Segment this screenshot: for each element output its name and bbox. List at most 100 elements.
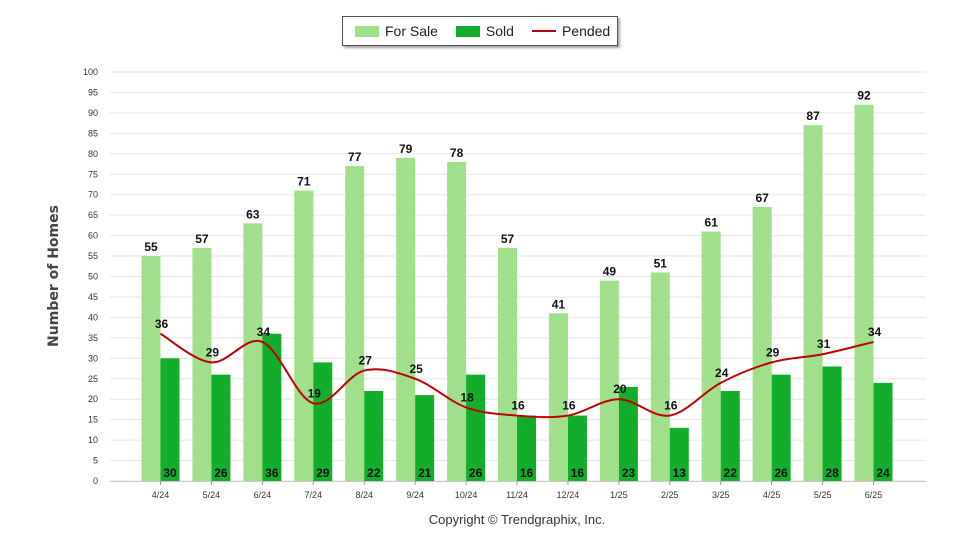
- bar-sold: [211, 374, 231, 481]
- bar-for-sale: [192, 247, 212, 481]
- label-pended: 36: [155, 317, 169, 331]
- legend-pended-label: Pended: [561, 23, 611, 39]
- y-tick-label: 85: [88, 128, 98, 138]
- label-pended: 16: [562, 399, 576, 413]
- label-for-sale: 77: [348, 150, 362, 164]
- label-for-sale: 79: [399, 142, 413, 156]
- bar-sold: [618, 386, 638, 481]
- y-tick-label: 45: [88, 292, 98, 302]
- label-for-sale: 63: [246, 207, 260, 221]
- bar-for-sale: [447, 161, 467, 482]
- label-for-sale: 71: [297, 175, 311, 189]
- copyright-text: Copyright © Trendgraphix, Inc.: [428, 512, 606, 527]
- label-sold: 30: [163, 466, 177, 480]
- legend-pended-swatch: [531, 30, 556, 32]
- x-tick-label: 11/24: [506, 490, 528, 500]
- y-tick-label: 40: [88, 312, 98, 322]
- y-tick-label: 55: [88, 251, 98, 261]
- label-pended: 16: [664, 399, 678, 413]
- label-sold: 26: [214, 466, 228, 480]
- bar-for-sale: [294, 190, 314, 482]
- legend-sold-label: Sold: [485, 23, 514, 39]
- bar-for-sale: [548, 313, 568, 481]
- bar-sold: [822, 366, 842, 481]
- y-tick-label: 15: [88, 415, 98, 425]
- x-tick-label: 6/25: [865, 490, 883, 500]
- label-sold: 21: [418, 466, 432, 480]
- bar-for-sale: [396, 157, 416, 481]
- y-tick-label: 10: [88, 435, 98, 445]
- label-sold: 26: [774, 466, 788, 480]
- label-pended: 19: [308, 386, 322, 400]
- label-pended: 29: [206, 345, 220, 359]
- label-pended: 29: [766, 345, 780, 359]
- legend-for-sale-swatch: [355, 25, 379, 37]
- legend-pended: Pended: [531, 23, 611, 39]
- label-for-sale: 55: [144, 240, 158, 254]
- x-tick-label: 3/25: [712, 490, 730, 500]
- label-sold: 22: [367, 466, 381, 480]
- label-for-sale: 51: [654, 256, 668, 270]
- bar-sold: [160, 358, 180, 481]
- bar-for-sale: [650, 272, 670, 481]
- line-pended: [159, 332, 874, 419]
- y-tick-label: 35: [88, 333, 98, 343]
- x-tick-label: 1/25: [610, 490, 628, 500]
- x-tick-label: 7/24: [305, 490, 323, 500]
- bar-sold: [720, 391, 740, 481]
- bar-sold: [567, 415, 587, 481]
- y-tick-label: 75: [88, 169, 98, 179]
- y-tick-label: 30: [88, 353, 98, 363]
- y-tick-label: 5: [93, 456, 98, 466]
- y-tick-label: 0: [93, 476, 98, 486]
- label-pended: 27: [359, 354, 373, 368]
- label-pended: 34: [257, 325, 271, 339]
- label-for-sale: 49: [603, 265, 617, 279]
- x-tick-label: 10/24: [455, 490, 478, 500]
- y-tick-label: 95: [88, 87, 98, 97]
- bar-for-sale: [243, 223, 263, 481]
- label-sold: 16: [520, 466, 534, 480]
- y-tick-label: 50: [88, 272, 98, 282]
- y-tick-label: 70: [88, 190, 98, 200]
- bar-for-sale: [599, 280, 619, 481]
- label-sold: 23: [622, 466, 636, 480]
- legend-for-sale-label: For Sale: [385, 23, 438, 39]
- legend-for-sale: For Sale: [355, 23, 438, 39]
- y-tick-label: 100: [83, 67, 98, 77]
- chart-legend: For Sale Sold Pended: [342, 16, 618, 46]
- label-sold: 36: [265, 466, 279, 480]
- label-pended: 20: [613, 382, 627, 396]
- x-tick-label: 9/24: [406, 490, 424, 500]
- x-tick-label: 12/24: [557, 490, 580, 500]
- x-tick-label: 2/25: [661, 490, 679, 500]
- label-sold: 16: [571, 466, 585, 480]
- y-tick-label: 25: [88, 374, 98, 384]
- bar-sold: [364, 391, 384, 481]
- legend-sold-swatch: [455, 25, 480, 37]
- bar-for-sale: [141, 256, 161, 481]
- x-tick-label: 5/24: [203, 490, 221, 500]
- legend-sold: Sold: [455, 23, 514, 39]
- label-for-sale: 57: [501, 232, 515, 246]
- label-for-sale: 92: [857, 89, 871, 103]
- bar-sold: [873, 382, 893, 481]
- x-tick-label: 8/24: [355, 490, 373, 500]
- label-pended: 34: [868, 325, 882, 339]
- bar-sold: [771, 374, 791, 481]
- label-pended: 18: [460, 390, 474, 404]
- y-tick-label: 20: [88, 394, 98, 404]
- bar-for-sale: [752, 206, 772, 481]
- label-sold: 13: [673, 466, 687, 480]
- y-tick-label: 65: [88, 210, 98, 220]
- x-tick-label: 4/25: [763, 490, 781, 500]
- bar-sold: [262, 333, 282, 481]
- label-pended: 25: [409, 362, 423, 376]
- bar-sold: [313, 362, 333, 481]
- x-tick-label: 5/25: [814, 490, 832, 500]
- label-sold: 26: [469, 466, 483, 480]
- bar-for-sale: [498, 247, 518, 481]
- label-sold: 28: [825, 466, 839, 480]
- x-tick-label: 6/24: [254, 490, 272, 500]
